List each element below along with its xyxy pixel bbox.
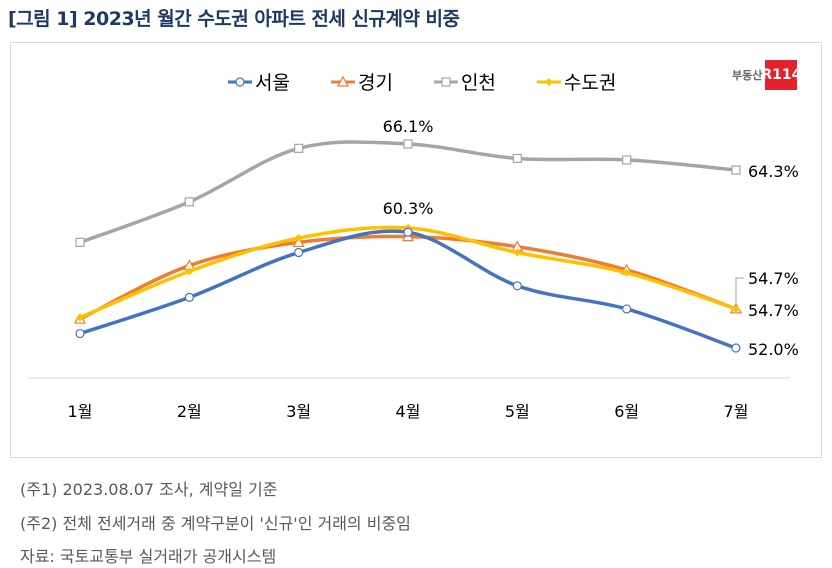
data-point-인천 [184, 197, 194, 207]
data-label: 54.7% [748, 301, 799, 320]
data-point-서울 [184, 292, 194, 302]
chart-frame [10, 42, 822, 458]
data-label: 64.3% [748, 162, 799, 181]
data-point-인천 [731, 165, 741, 175]
legend-marker-서울 [235, 77, 245, 87]
data-point-인천 [512, 153, 522, 164]
legend-marker-경기 [336, 75, 349, 87]
line-chart: 1월 2월 3월 4월 5월 6월 7월 66.1% 64.3% 60.3% 54.7% 54.7% 5… [28, 72, 799, 421]
x-tick-label: 5월 [505, 402, 530, 421]
data-point-수도권 [513, 248, 522, 257]
legend-label-수도권: 수도권 [564, 72, 616, 94]
data-point-수도권 [731, 304, 740, 313]
data-label: 66.1% [383, 117, 434, 136]
data-point-수도권 [76, 313, 84, 322]
data-point-서울 [403, 227, 413, 237]
legend-marker-수도권 [544, 78, 553, 86]
data-point-인천 [75, 237, 85, 247]
data-point-서울 [512, 281, 522, 291]
x-tick-label: 1월 [68, 402, 93, 421]
r114-logo: 부동산 R114 [732, 60, 801, 90]
logo-text: 부동산 [732, 69, 763, 82]
figure-title: [그림 1] 2023년 월간 수도권 아파트 전세 신규계약 비중 [8, 8, 460, 30]
data-point-인천 [294, 143, 304, 153]
data-label: 60.3% [383, 199, 434, 218]
x-tick-label: 2월 [177, 402, 202, 421]
data-point-인천 [403, 139, 413, 149]
legend-label-경기: 경기 [358, 72, 393, 94]
x-tick-label: 7월 [724, 402, 749, 421]
data-point-서울 [731, 343, 741, 353]
legend-marker-인천 [441, 77, 451, 87]
data-label: 52.0% [748, 340, 799, 359]
data-point-인천 [622, 155, 632, 165]
data-point-수도권 [622, 268, 631, 277]
x-tick-label: 6월 [614, 402, 639, 421]
data-point-수도권 [185, 267, 194, 276]
leader-line [735, 277, 744, 303]
legend-label-서울: 서울 [255, 72, 290, 94]
logo-mark: R114 [761, 60, 801, 90]
x-tick-label: 4월 [396, 402, 421, 421]
data-point-수도권 [294, 234, 303, 243]
data-label: 54.7% [748, 269, 799, 288]
data-point-서울 [294, 247, 304, 258]
x-tick-label: 3월 [286, 402, 311, 421]
data-point-서울 [75, 328, 85, 339]
series-line-서울 [78, 229, 738, 350]
note-1: (주1) 2023.08.07 조사, 계약일 기준 [20, 480, 278, 499]
series-line-경기 [78, 234, 738, 321]
data-point-서울 [622, 304, 632, 314]
legend-label-인천: 인천 [461, 72, 496, 94]
note-2: (주2) 전체 전세거래 중 계약구분이 '신규'인 거래의 비중임 [20, 514, 411, 533]
source-note: 자료: 국토교통부 실거래가 공개시스템 [20, 547, 277, 566]
